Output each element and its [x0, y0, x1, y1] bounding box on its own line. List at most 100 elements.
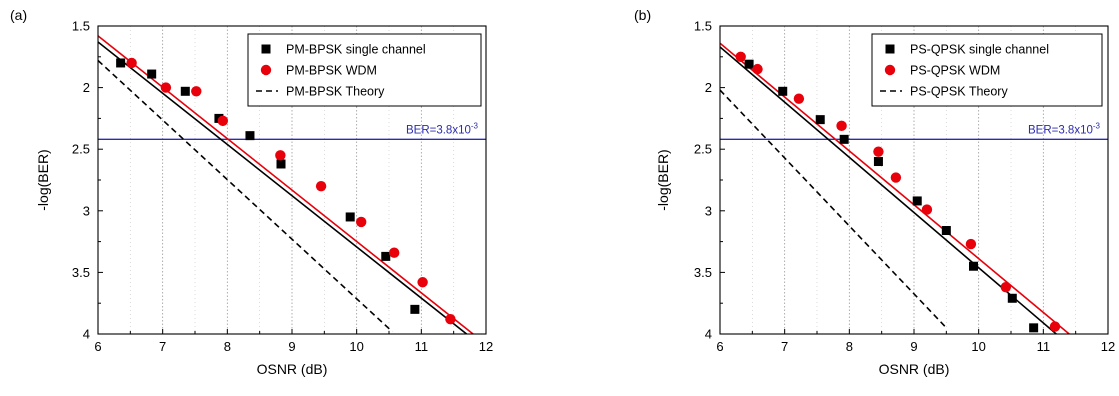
- threshold-label-base: BER=3.8x10: [1028, 124, 1093, 136]
- series-0-point: [245, 131, 255, 141]
- x-tick-label: 8: [846, 339, 853, 354]
- series-1-point: [217, 115, 229, 127]
- series-1-point: [890, 172, 902, 183]
- series-1-point: [735, 51, 746, 62]
- x-tick-label: 7: [781, 339, 788, 354]
- series-1-point: [160, 82, 172, 93]
- series-1-point: [1049, 321, 1061, 332]
- y-tick-label: 2.5: [72, 142, 90, 157]
- series-0-point: [116, 58, 126, 68]
- series-1-point: [388, 247, 400, 258]
- y-tick-label: 3.5: [72, 265, 90, 280]
- legend-marker-circle: [884, 64, 896, 76]
- legend-label: PS-QPSK WDM: [910, 64, 1000, 78]
- chart-panel-a: BER=3.8x10-3 6 7 8 9 10 11 12 1.5 2 2.5 3 3.5 4 OSNR (…: [10, 7, 493, 377]
- x-tick-label: 6: [94, 339, 101, 354]
- y-tick-label: 4: [83, 327, 90, 342]
- x-tick-label: 12: [1101, 339, 1115, 354]
- legend-marker-square: [261, 44, 271, 54]
- legend-label: PS-QPSK single channel: [910, 43, 1049, 57]
- y-tick-label: 2: [83, 80, 90, 95]
- y-axis-title: -log(BER): [655, 149, 671, 210]
- x-tick-label: 10: [971, 339, 985, 354]
- panel-label: (b): [634, 7, 651, 23]
- series-0-point: [147, 69, 157, 79]
- series-0-point: [180, 86, 190, 96]
- series-1-point: [126, 57, 137, 69]
- series-0-point: [839, 134, 849, 144]
- threshold-label-base: BER=3.8x10: [406, 124, 471, 136]
- x-tick-label: 11: [415, 339, 429, 354]
- x-tick-label: 6: [716, 339, 723, 354]
- series-1-point: [445, 314, 456, 325]
- x-axis-title: OSNR (dB): [257, 361, 328, 377]
- x-tick-label: 9: [288, 339, 295, 354]
- series-1-point: [315, 180, 327, 192]
- legend-box: [871, 33, 1103, 107]
- x-tick-label: 11: [1037, 339, 1051, 354]
- series-0-point: [1029, 323, 1039, 333]
- y-tick-label: 1.5: [72, 19, 90, 34]
- series-1-fit-line: [98, 35, 474, 334]
- series-0-point: [381, 251, 391, 261]
- legend-label: PM-BPSK Theory: [286, 85, 385, 99]
- series-0-fit-line: [720, 46, 1057, 334]
- series-0-point: [968, 261, 978, 271]
- series-1-point: [355, 216, 367, 228]
- series-0-point: [744, 59, 754, 69]
- series-1-point: [417, 277, 428, 288]
- series-0-point: [778, 86, 788, 96]
- y-axis-title: -log(BER): [35, 149, 51, 210]
- chart-panel-b: BER=3.8x10-3 6 7 8 9 10 11 12 1.5 2 2.5 3 3.5 4 OSNR (…: [634, 7, 1115, 377]
- threshold-label: BER=3.8x10-3: [1028, 121, 1101, 136]
- threshold-label: BER=3.8x10-3: [406, 121, 479, 136]
- series-1-point: [873, 146, 884, 157]
- series-1-point: [921, 204, 933, 215]
- series-1-point: [275, 150, 286, 161]
- legend-box: [247, 33, 482, 107]
- series-1-fit-line: [720, 42, 1070, 334]
- legend-label: PM-BPSK single channel: [286, 43, 426, 57]
- series-0-point: [276, 159, 286, 169]
- legend: PS-QPSK single channel PS-QPSK WDM PS-QPSK…: [871, 33, 1103, 107]
- legend-label: PM-BPSK WDM: [286, 64, 377, 78]
- x-axis-title: OSNR (dB): [879, 361, 950, 377]
- x-tick-label: 9: [910, 339, 917, 354]
- series-0-point: [873, 157, 883, 167]
- panel-label: (a): [10, 7, 27, 23]
- series-1-point: [1000, 281, 1012, 293]
- series-0-point: [815, 115, 825, 125]
- series-2-fit-line: [98, 59, 393, 333]
- series-1-point: [836, 120, 847, 131]
- series-0-point: [345, 212, 355, 222]
- y-tick-label: 1.5: [694, 19, 712, 34]
- legend-label: PS-QPSK Theory: [910, 85, 1008, 99]
- fit-lines: [98, 35, 474, 334]
- y-tick-label: 4: [705, 327, 712, 342]
- y-tick-label: 3: [705, 203, 712, 218]
- series-0-fit-line: [98, 41, 468, 334]
- threshold-label-exponent: -3: [471, 121, 479, 130]
- y-tick-label: 3.5: [694, 265, 712, 280]
- series-1-point: [793, 93, 805, 104]
- series-2-fit-line: [720, 89, 947, 329]
- x-tick-label: 7: [159, 339, 166, 354]
- series-0-point: [912, 196, 922, 206]
- series-0-point: [941, 226, 951, 236]
- series-0-point: [1007, 293, 1017, 303]
- threshold-label-exponent: -3: [1093, 121, 1101, 130]
- fit-lines: [720, 42, 1070, 334]
- y-tick-label: 2.5: [694, 142, 712, 157]
- legend: PM-BPSK single channel PM-BPSK WDM PM-BPSK…: [247, 33, 482, 107]
- y-tick-label: 3: [83, 203, 90, 218]
- series-0-point: [410, 304, 420, 314]
- legend-marker-circle: [260, 64, 272, 76]
- series-1-point: [191, 86, 202, 97]
- x-tick-label: 8: [224, 339, 231, 354]
- x-tick-label: 10: [349, 339, 363, 354]
- series-1-point: [752, 63, 763, 75]
- legend-marker-square: [885, 44, 895, 54]
- x-tick-label: 12: [479, 339, 493, 354]
- y-tick-label: 2: [705, 80, 712, 95]
